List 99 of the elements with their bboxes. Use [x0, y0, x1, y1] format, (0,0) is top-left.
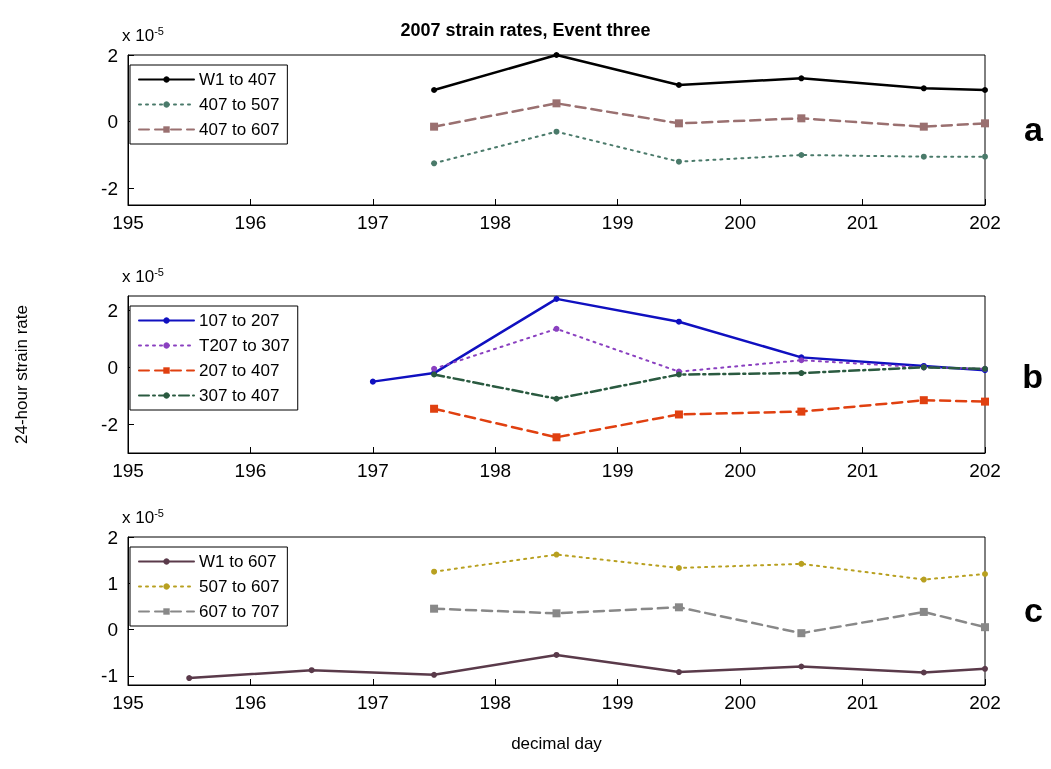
- legend-label: W1 to 607: [199, 552, 277, 571]
- y-tick-label: -1: [101, 665, 118, 687]
- legend-label: 507 to 607: [199, 577, 280, 596]
- point: [798, 152, 805, 158]
- point: [553, 52, 560, 58]
- x-tick-label: 199: [601, 212, 634, 233]
- y-tick-label: -2: [101, 177, 118, 199]
- point: [981, 119, 989, 128]
- text: a: [1024, 110, 1045, 148]
- y-tick-label: 1: [107, 572, 118, 594]
- point: [981, 623, 989, 632]
- point: [553, 325, 560, 332]
- x-tick-label: 201: [846, 692, 879, 713]
- x-tick-label: 196: [234, 692, 267, 713]
- point: [675, 158, 682, 165]
- text: b: [1022, 356, 1044, 395]
- point: [797, 629, 806, 638]
- point: [982, 665, 988, 672]
- point: [430, 604, 439, 613]
- point: [431, 160, 438, 167]
- point: [797, 114, 806, 123]
- x-tick-label: 202: [969, 460, 1001, 481]
- point: [674, 410, 683, 419]
- x-tick-label: 199: [601, 692, 634, 713]
- x-axis-title: decimal day: [511, 734, 603, 753]
- point: [919, 396, 928, 405]
- legend-label: 207 to 407: [199, 361, 280, 380]
- point: [798, 370, 805, 377]
- point: [797, 407, 806, 416]
- point: [920, 669, 927, 676]
- x-tick-label: 202: [969, 692, 1001, 713]
- point: [982, 153, 988, 160]
- legend-label: 107 to 207: [199, 311, 280, 330]
- point: [981, 397, 989, 406]
- point: [553, 395, 560, 402]
- point: [553, 551, 560, 558]
- point: [430, 122, 439, 131]
- x-tick-label: 200: [724, 460, 756, 481]
- point: [552, 609, 561, 618]
- point: [369, 378, 376, 385]
- point: [431, 87, 438, 93]
- point: [308, 667, 315, 674]
- x-tick-label: 198: [479, 460, 512, 481]
- x-tick-label: 195: [112, 460, 144, 481]
- point: [982, 571, 988, 577]
- x-tick-label: 197: [357, 692, 389, 713]
- point: [920, 153, 927, 160]
- point: [674, 603, 683, 612]
- legend-label: 307 to 407: [199, 386, 280, 405]
- point: [553, 651, 560, 658]
- point: [798, 75, 805, 82]
- point: [430, 404, 439, 413]
- point: [186, 675, 193, 682]
- x-tick-label: 200: [724, 212, 756, 233]
- text: c: [1024, 591, 1044, 629]
- x-tick-label: 200: [724, 692, 756, 713]
- x-tick-label: 198: [479, 692, 512, 713]
- point: [919, 607, 928, 616]
- y-tick-label: 0: [107, 356, 118, 378]
- y-tick-label: 2: [107, 526, 118, 548]
- x-tick-label: 197: [357, 212, 389, 233]
- point: [552, 433, 561, 442]
- point: [675, 82, 682, 88]
- point: [982, 87, 988, 93]
- point: [553, 295, 560, 302]
- legend-label: T207 to 307: [199, 336, 290, 355]
- x-tick-label: 198: [479, 212, 512, 233]
- point: [431, 671, 438, 678]
- x-tick-label: 195: [112, 212, 144, 233]
- y-tick-label: 0: [107, 619, 118, 640]
- point: [675, 318, 682, 325]
- point: [675, 669, 682, 676]
- x-tick-label: 197: [357, 460, 389, 481]
- y-tick-label: 2: [107, 44, 118, 66]
- chart-title: 2007 strain rates, Event three: [400, 20, 651, 40]
- x-tick-label: 196: [234, 212, 267, 233]
- point: [431, 365, 438, 372]
- x-tick-label: 196: [234, 460, 267, 481]
- point: [552, 99, 561, 108]
- x-tick-label: 195: [112, 692, 144, 713]
- legend-label: 407 to 507: [199, 95, 280, 114]
- y-axis-title: 24-hour strain rate: [12, 305, 31, 444]
- legend-label: 607 to 707: [199, 602, 280, 621]
- x-tick-label: 199: [601, 460, 634, 481]
- y-tick-label: 0: [107, 111, 118, 133]
- point: [798, 560, 805, 567]
- point: [920, 85, 927, 92]
- point: [919, 122, 928, 131]
- point: [431, 568, 438, 575]
- x-tick-label: 201: [846, 212, 879, 233]
- point: [920, 576, 927, 583]
- legend-label: 407 to 607: [199, 120, 280, 139]
- y-tick-label: 2: [107, 299, 118, 321]
- y-tick-label: -2: [101, 413, 118, 435]
- point: [675, 564, 682, 571]
- legend-label: W1 to 407: [199, 70, 277, 89]
- x-tick-label: 201: [846, 460, 879, 481]
- point: [674, 119, 683, 128]
- x-tick-label: 202: [969, 212, 1001, 233]
